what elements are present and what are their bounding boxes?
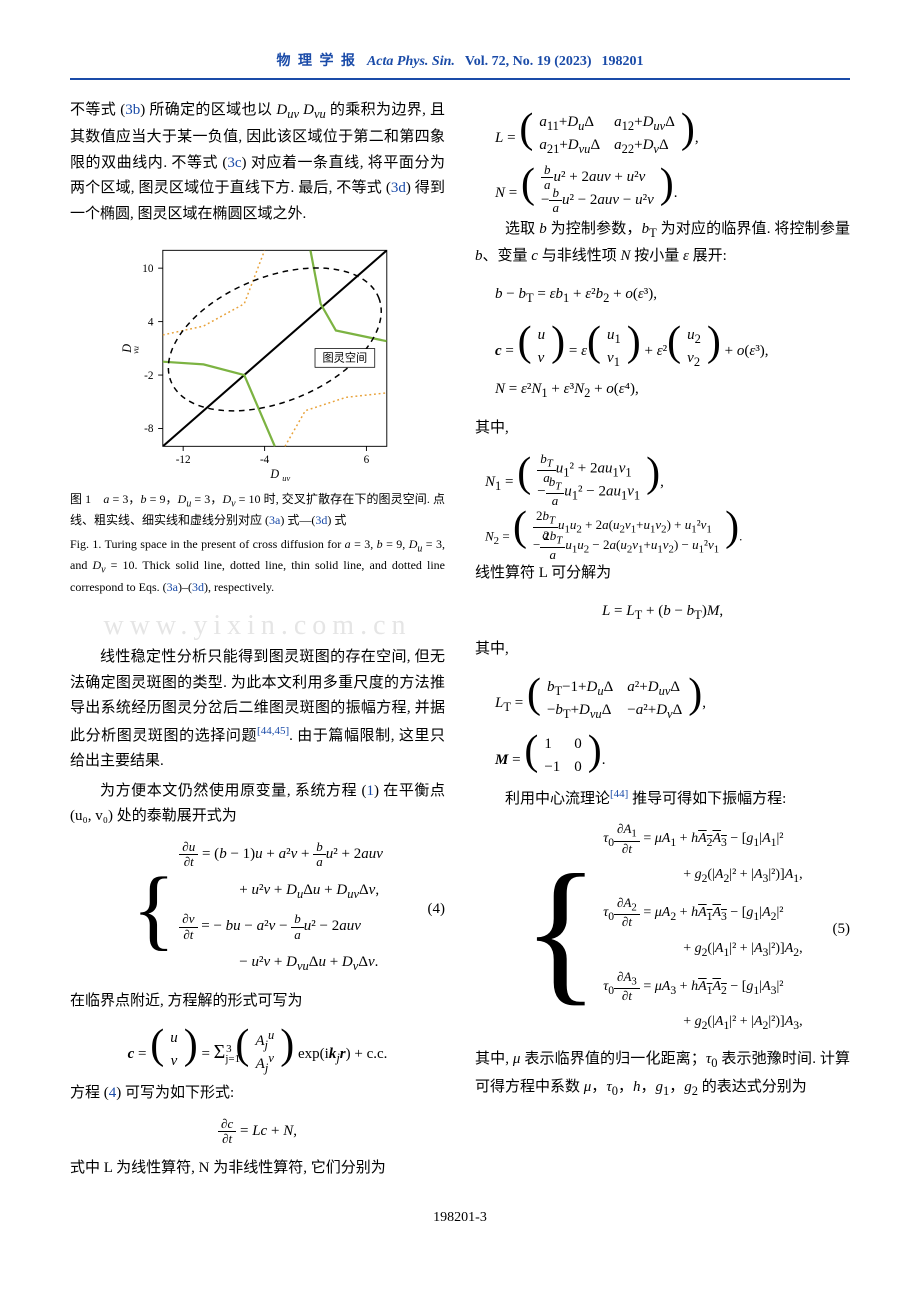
- para-5: 式中 L 为线性算符, N 为非线性算符, 它们分别为: [70, 1156, 445, 1182]
- ref-3a[interactable]: 3a: [269, 513, 280, 527]
- ref-3d-en[interactable]: 3d: [192, 580, 204, 594]
- svg-text:-2: -2: [144, 370, 153, 382]
- chart-svg: -12-46-8-2410DuvDvu图灵空间: [118, 241, 398, 484]
- figure-1-caption-cn: 图 1 a = 3，b = 9，Du = 3，Dv = 10 时, 交叉扩散存在…: [70, 490, 445, 529]
- svg-text:vu: vu: [131, 346, 140, 354]
- watermark: www.yixin.com.cn: [70, 602, 445, 650]
- volume-issue: Vol. 72, No. 19 (2023): [465, 50, 592, 74]
- left-column: 不等式 (3b) 所确定的区域也以 Duv Dvu 的乘积为边界, 且其数值应当…: [70, 98, 445, 1184]
- para-3: 为方便本文仍然使用原变量, 系统方程 (1) 在平衡点 (u₀, v₀) 处的泰…: [70, 779, 445, 830]
- journal-name-cn: 物 理 学 报: [276, 50, 357, 74]
- equation-M: M = ( 10−10 ).: [475, 730, 850, 775]
- equation-lcn: ∂c∂t = Lc + N,: [70, 1117, 445, 1147]
- equation-LT: LT = ( bT−1+DuΔa²+DuvΔ −bT+DvuΔ−a²+DvΔ )…: [475, 673, 850, 720]
- svg-text:4: 4: [147, 316, 153, 328]
- equation-4-number: (4): [428, 895, 446, 924]
- figure-1-caption-en: Fig. 1. Turing space in the present of c…: [70, 535, 445, 596]
- equation-N2: N2 = ( 2bTau1u2 + 2a(u2v1+u1v2) + u1²v1 …: [475, 509, 850, 552]
- journal-name-en: Acta Phys. Sin.: [367, 50, 455, 74]
- ref-eq1[interactable]: 1: [366, 783, 374, 799]
- svg-text:-8: -8: [144, 423, 154, 435]
- article-id: 198201: [602, 50, 644, 74]
- svg-text:10: 10: [142, 263, 154, 275]
- page-header: 物 理 学 报 Acta Phys. Sin. Vol. 72, No. 19 …: [70, 50, 850, 80]
- equation-c-expansion: c = (uv) = Σj=13 (AjuAjv) exp(ikjr) + c.…: [70, 1024, 445, 1071]
- svg-text:uv: uv: [282, 474, 290, 483]
- ref-link-3d[interactable]: 3d: [391, 180, 406, 196]
- svg-text:6: 6: [363, 454, 369, 466]
- equation-5: { τ0∂A1∂t = μA1 + hA2A3 − [g1|A1|² + g2(…: [475, 822, 850, 1037]
- svg-text:D: D: [269, 467, 279, 481]
- two-column-layout: 不等式 (3b) 所确定的区域也以 Duv Dvu 的乘积为边界, 且其数值应当…: [70, 98, 850, 1184]
- ref-link-3c[interactable]: 3c: [227, 155, 241, 171]
- equation-c-exp: c = (uv) = ε(u1v1) + ε²(u2v2) + o(ε³),: [475, 321, 850, 366]
- equation-L: L = ( a11+DuΔa12+DuvΔ a21+DvuΔa22+DvΔ ),: [475, 108, 850, 153]
- para-r1: 选取 b 为控制参数，bT 为对应的临界值. 将控制参量 b、变量 c 与非线性…: [475, 217, 850, 270]
- after-eq4: 在临界点附近, 方程解的形式可写为: [70, 989, 445, 1015]
- citation-44[interactable]: [44]: [610, 788, 628, 800]
- para-1: 不等式 (3b) 所确定的区域也以 Duv Dvu 的乘积为边界, 且其数值应当…: [70, 98, 445, 227]
- para-2: 线性稳定性分析只能得到图灵斑图的存在空间, 但无法确定图灵斑图的类型. 为此本文…: [70, 645, 445, 775]
- right-column: L = ( a11+DuΔa12+DuvΔ a21+DvuΔa22+DvΔ ),…: [475, 98, 850, 1184]
- equation-N: N = ( bau² + 2auv + u²v −bau² − 2auv − u…: [475, 163, 850, 208]
- equation-5-number: (5): [833, 915, 851, 944]
- equation-N1: N1 = ( bTau1² + 2au1v1 −bTau1² − 2au1v1 …: [475, 452, 850, 499]
- ref-link-3b[interactable]: 3b: [125, 102, 140, 118]
- label-qizhong-2: 其中,: [475, 637, 850, 663]
- equation-4: { ∂u∂t = (b − 1)u + a²v + bau² + 2auv + …: [70, 840, 445, 979]
- svg-text:-4: -4: [259, 454, 269, 466]
- para-r4: 其中, μ 表示临界值的归一化距离；τ0 表示弛豫时间. 计算可得方程中系数 μ…: [475, 1047, 850, 1102]
- label-qizhong-1: 其中,: [475, 416, 850, 442]
- equation-b-exp: b − bT = εb1 + ε²b2 + o(ε³),: [475, 280, 850, 311]
- para-r3: 利用中心流理论[44] 推导可得如下振幅方程:: [475, 785, 850, 813]
- equation-L-decomp: L = LT + (b − bT)M,: [475, 597, 850, 628]
- page-footer: 198201-3: [70, 1206, 850, 1230]
- para-4: 方程 (4) 可写为如下形式:: [70, 1081, 445, 1107]
- ref-3a-en[interactable]: 3a: [167, 580, 178, 594]
- svg-text:-12: -12: [175, 454, 190, 466]
- equation-N-exp: N = ε²N1 + ε³N2 + o(ε⁴),: [475, 375, 850, 406]
- ref-3d-cap[interactable]: 3d: [315, 513, 327, 527]
- figure-1: -12-46-8-2410DuvDvu图灵空间 图 1 a = 3，b = 9，…: [70, 241, 445, 596]
- figure-1-chart: -12-46-8-2410DuvDvu图灵空间: [118, 241, 398, 484]
- svg-text:图灵空间: 图灵空间: [322, 351, 367, 365]
- citation-44-45[interactable]: [44,45]: [257, 725, 289, 737]
- para-r2: 线性算符 L 可分解为: [475, 561, 850, 587]
